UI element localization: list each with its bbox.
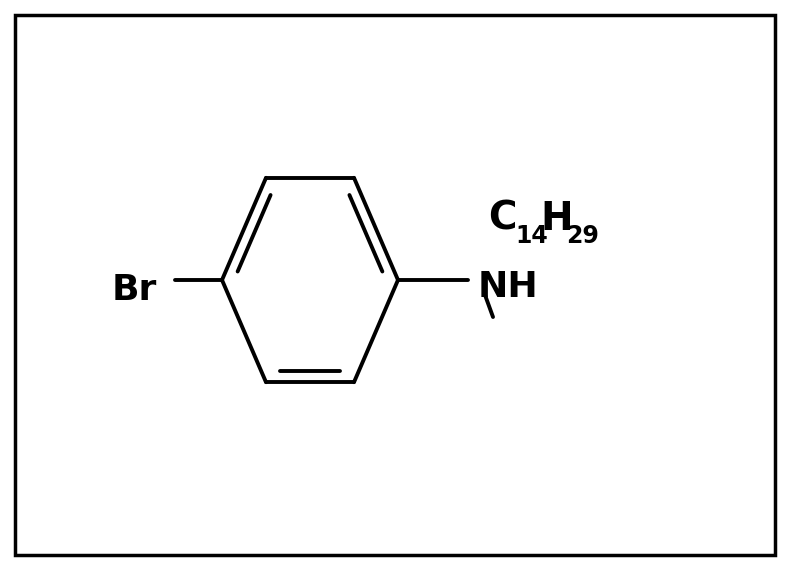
Text: 14: 14 <box>515 224 547 248</box>
Text: H: H <box>540 200 573 238</box>
Text: 29: 29 <box>566 224 599 248</box>
Text: Br: Br <box>111 273 157 307</box>
Text: C: C <box>488 200 517 238</box>
Text: NH: NH <box>478 270 539 304</box>
